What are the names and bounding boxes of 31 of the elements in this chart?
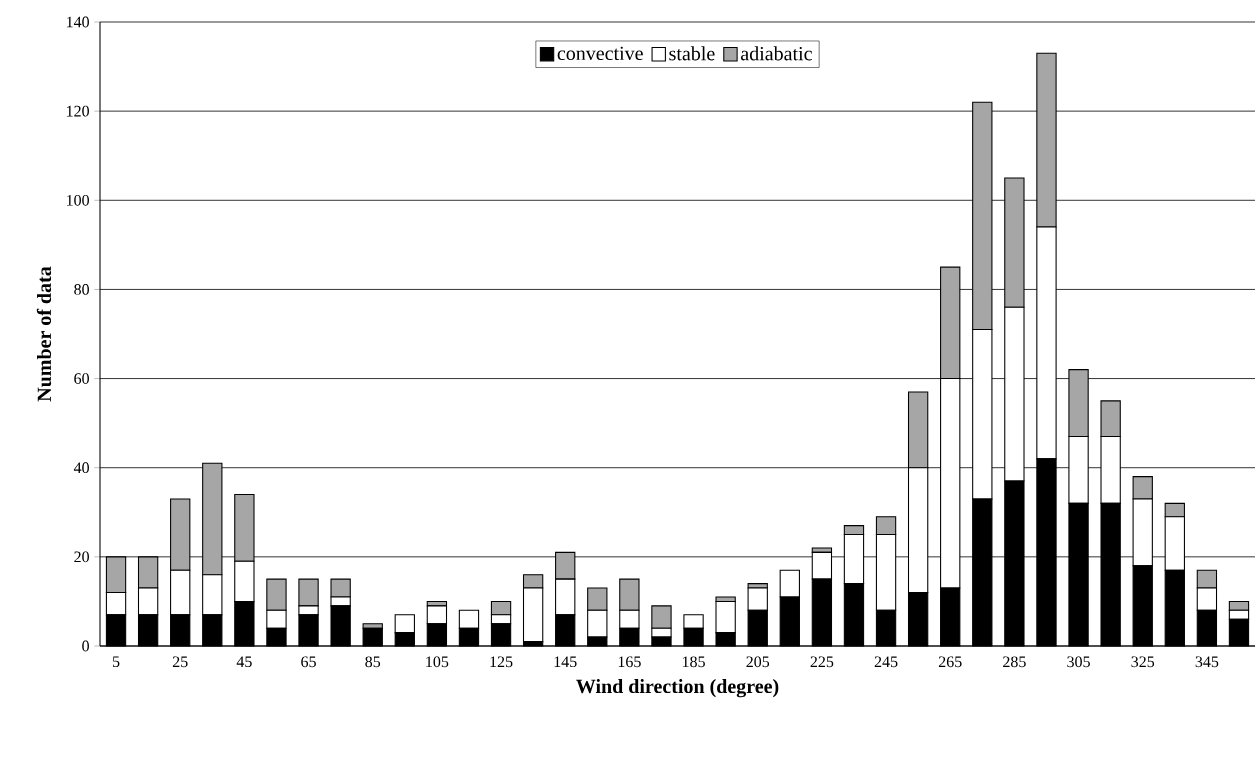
- x-tick-label: 205: [746, 656, 770, 668]
- x-tick-label: 165: [618, 656, 641, 668]
- legend-label: adiabatic: [741, 46, 812, 61]
- x-tick-label: 285: [1003, 656, 1026, 668]
- x-tick-label: 345: [1195, 656, 1219, 668]
- x-tick-label: 265: [938, 656, 962, 668]
- x-tick-label: 305: [1067, 656, 1090, 668]
- x-axis-title: Wind direction (degree): [576, 679, 779, 698]
- y-tick-label: 100: [67, 194, 89, 206]
- x-tick-label: 145: [554, 656, 577, 668]
- x-tick-label: 25: [172, 656, 188, 668]
- x-tick-label: 225: [810, 656, 834, 668]
- legend-label: stable: [669, 46, 715, 61]
- y-tick-label: 40: [73, 462, 89, 474]
- x-tick-label: 85: [365, 656, 381, 668]
- y-tick-label: 120: [67, 105, 89, 117]
- y-tick-label: 0: [82, 640, 89, 652]
- y-tick-label: 140: [67, 16, 89, 28]
- x-tick-label: 105: [426, 656, 449, 668]
- legend-label: convective: [557, 46, 643, 61]
- x-tick-label: 65: [301, 656, 316, 668]
- x-tick-label: 325: [1131, 656, 1155, 668]
- x-tick-label: 185: [682, 656, 705, 668]
- x-tick-label: 5: [112, 656, 120, 668]
- y-tick-label: 80: [74, 284, 89, 295]
- y-tick-label: 20: [74, 551, 89, 563]
- y-axis-title: Number of data: [36, 266, 52, 402]
- y-tick-label: 60: [74, 373, 89, 384]
- x-tick-label: 125: [490, 656, 513, 668]
- x-tick-label: 245: [874, 656, 898, 668]
- x-tick-label: 45: [236, 656, 252, 668]
